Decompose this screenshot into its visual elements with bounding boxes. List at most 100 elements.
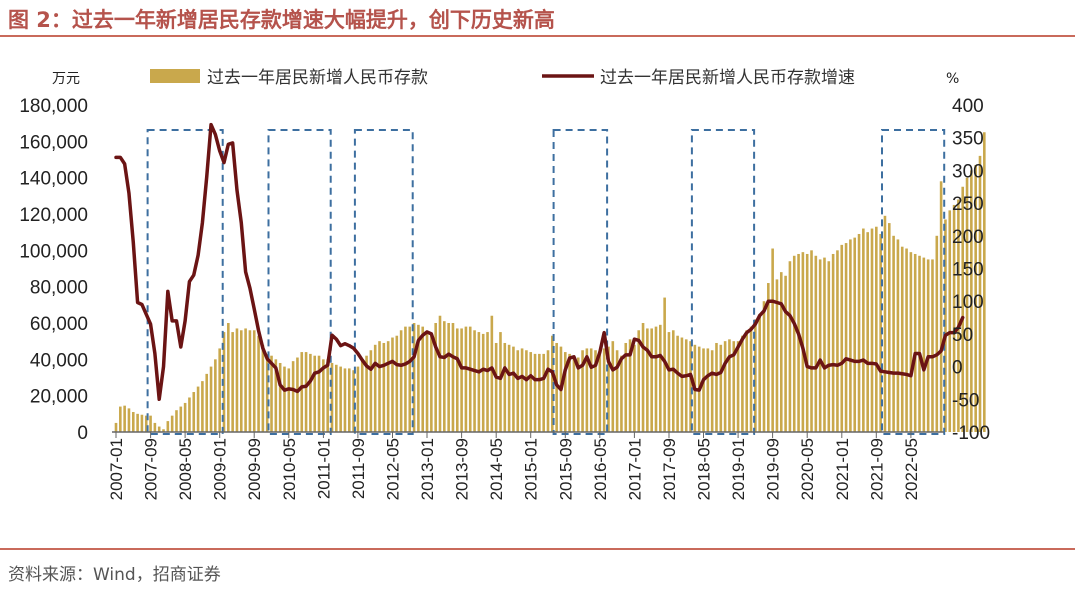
- x-tick-22: 2021-09: [867, 438, 886, 500]
- bar-14: [175, 410, 178, 432]
- bar-16: [183, 402, 187, 432]
- bar-21: [205, 373, 209, 432]
- x-tick-18: 2019-01: [729, 438, 748, 500]
- bar-99: [542, 353, 545, 432]
- bar-162: [814, 255, 818, 432]
- legend-bar-label: 过去一年居民新增人民币存款: [207, 68, 428, 88]
- bar-108: [581, 350, 584, 432]
- bar-75: [438, 315, 442, 432]
- x-tick-7: 2011-09: [349, 438, 368, 499]
- bar-83: [473, 330, 476, 432]
- bar-91: [507, 344, 511, 432]
- bar-48: [322, 359, 325, 432]
- highlight-box-0: [146, 129, 224, 435]
- left-tick-6: 60,000: [30, 314, 88, 335]
- bar-33: [257, 335, 260, 432]
- bar-159: [801, 252, 805, 432]
- bar-61: [378, 341, 381, 432]
- bar-64: [391, 337, 394, 432]
- bar-141: [723, 341, 727, 432]
- bar-50: [330, 362, 334, 432]
- bar-174: [866, 232, 869, 432]
- bar-198: [970, 170, 973, 432]
- bar-179: [887, 223, 891, 432]
- bar-132: [684, 339, 688, 432]
- right-tick-1: 350: [952, 129, 984, 150]
- bar-96: [529, 352, 533, 432]
- bar-29: [239, 330, 243, 432]
- bar-175: [870, 228, 874, 432]
- bar-176: [875, 226, 878, 432]
- bar-59: [369, 350, 373, 432]
- bar-149: [758, 313, 761, 432]
- source-note: 资料来源：Wind，招商证券: [8, 565, 221, 585]
- bar-8: [149, 415, 152, 432]
- bar-26: [227, 323, 230, 432]
- x-tick-15: 2017-01: [625, 438, 644, 500]
- bar-163: [818, 259, 822, 432]
- bar-107: [576, 357, 580, 432]
- bar-63: [386, 341, 390, 432]
- bar-133: [689, 341, 692, 432]
- bar-168: [840, 244, 844, 432]
- bar-57: [360, 359, 364, 432]
- bar-122: [641, 323, 645, 432]
- bar-156: [788, 261, 792, 432]
- bar-95: [525, 350, 528, 432]
- bar-177: [879, 233, 882, 432]
- x-tick-23: 2022-05: [902, 438, 921, 500]
- bar-164: [823, 257, 826, 432]
- right-tick-6: 100: [952, 292, 984, 313]
- x-tick-21: 2021-01: [833, 438, 852, 500]
- highlight-box-3: [552, 129, 609, 435]
- bar-25: [222, 332, 226, 432]
- highlight-boxes: [146, 129, 946, 435]
- x-tick-16: 2017-09: [660, 438, 679, 500]
- bar-150: [762, 301, 766, 432]
- right-tick-4: 200: [952, 227, 984, 248]
- bar-201: [983, 132, 986, 432]
- bar-5: [136, 413, 139, 432]
- bar-184: [909, 252, 913, 432]
- bar-193: [948, 210, 952, 432]
- bar-40: [287, 368, 291, 432]
- bar-136: [702, 348, 705, 432]
- bar-84: [477, 332, 481, 432]
- highlight-box-2: [353, 129, 414, 435]
- left-tick-3: 120,000: [19, 205, 88, 226]
- bar-47: [317, 355, 321, 432]
- bar-79: [455, 328, 459, 432]
- bar-11: [162, 429, 165, 432]
- bar-117: [620, 355, 623, 432]
- right-tick-2: 300: [952, 161, 984, 182]
- left-axis-unit: 万元: [52, 71, 80, 87]
- bar-69: [412, 323, 416, 432]
- bar-54: [347, 368, 351, 432]
- x-tick-4: 2009-09: [245, 438, 264, 500]
- x-tick-14: 2016-05: [591, 438, 610, 500]
- x-tick-9: 2013-01: [418, 438, 437, 500]
- bar-123: [646, 328, 649, 432]
- x-tick-2: 2008-05: [176, 438, 195, 500]
- bar-192: [944, 219, 947, 432]
- bar-169: [844, 243, 848, 432]
- bar-73: [430, 335, 433, 432]
- bar-101: [551, 335, 554, 432]
- bar-78: [451, 323, 455, 432]
- x-tick-0: 2007-01: [107, 438, 126, 500]
- bar-119: [628, 339, 632, 432]
- bar-128: [667, 332, 671, 432]
- bar-142: [728, 339, 731, 432]
- bar-2: [123, 405, 126, 432]
- bar-121: [637, 330, 641, 432]
- bar-28: [235, 328, 239, 432]
- bar-23: [214, 359, 217, 432]
- bar-12: [166, 421, 170, 432]
- left-tick-0: 180,000: [19, 96, 88, 117]
- bar-112: [598, 350, 602, 432]
- bar-124: [650, 328, 653, 432]
- bar-199: [974, 164, 977, 432]
- bar-129: [671, 330, 675, 432]
- bar-111: [594, 350, 597, 432]
- highlight-box-1: [267, 129, 332, 435]
